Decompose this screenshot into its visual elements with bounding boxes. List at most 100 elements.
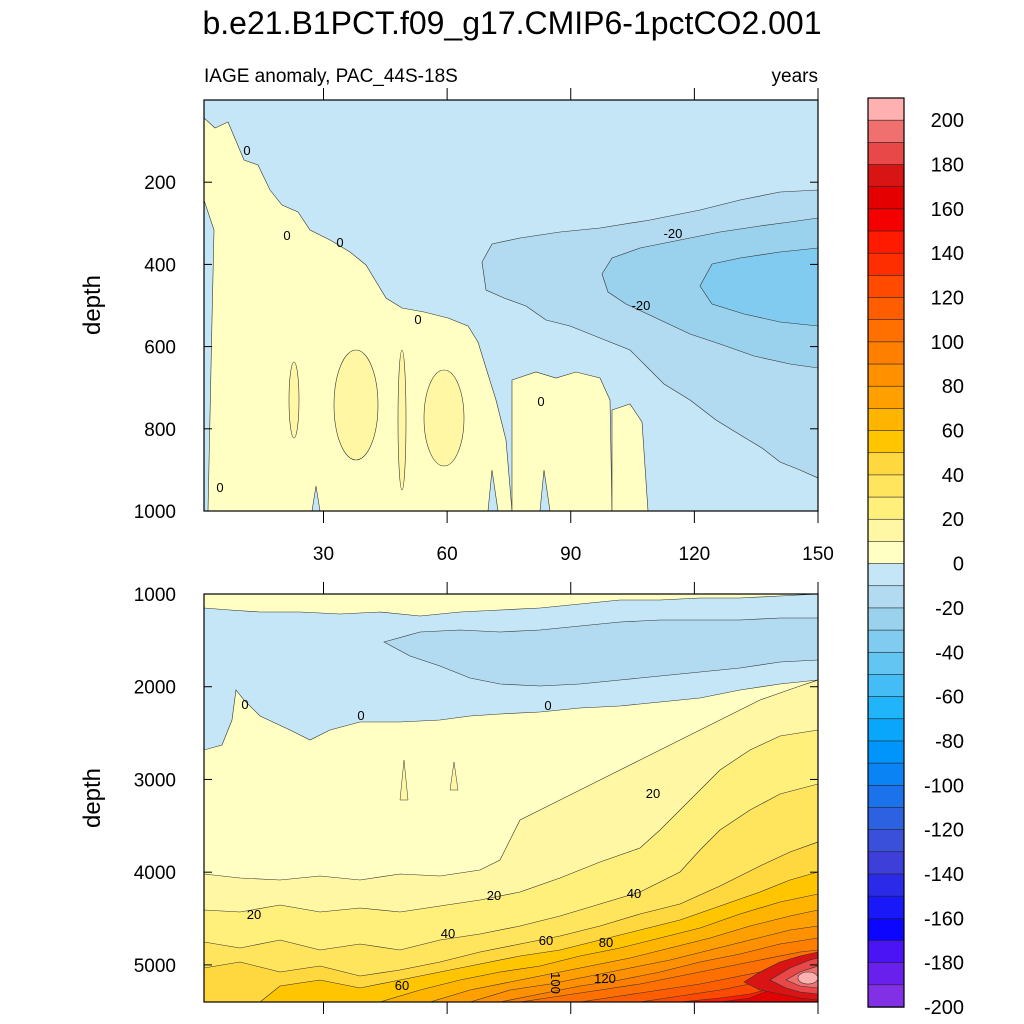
top-negative-strip: [204, 199, 215, 511]
colorbar-swatch: [867, 186, 905, 210]
colorbar-swatch: [867, 363, 905, 387]
bottom-y-axis-label: depth: [79, 768, 106, 828]
colorbar-swatch: [867, 984, 905, 1008]
colorbar-swatch: [867, 851, 905, 875]
contour-label: 0: [241, 697, 248, 712]
colorbar-label: -100: [924, 775, 964, 797]
top-positive-patch: [288, 361, 300, 439]
top-negative-spike: [311, 485, 321, 511]
top-y-tick-label: 400: [144, 255, 176, 276]
colorbar-swatch: [867, 208, 905, 232]
colorbar-swatch: [867, 142, 905, 166]
top-plot-frame: [203, 99, 819, 512]
contour-label: 20: [247, 907, 261, 922]
contour-label: 0: [283, 228, 290, 243]
colorbar-label: -200: [924, 997, 964, 1019]
colorbar-label: 180: [931, 155, 964, 177]
colorbar-swatch: [867, 474, 905, 498]
contour-label: -20: [632, 298, 651, 313]
contour-label: 20: [487, 888, 501, 903]
colorbar-swatch: [867, 430, 905, 454]
bottom-tick-marks: [204, 582, 819, 1014]
colorbar-swatch: [867, 829, 905, 853]
contour-label: 0: [537, 394, 544, 409]
colorbar-labels: 200180160140120100806040200-20-40-60-80-…: [924, 110, 964, 1019]
bottom-positive-spike: [449, 761, 459, 791]
contour-label: 0: [414, 312, 421, 327]
bottom-layer-200: [797, 971, 818, 985]
colorbar-swatch: [867, 873, 905, 897]
colorbar-swatch: [867, 585, 905, 609]
bottom-y-tick-label: 5000: [134, 956, 176, 977]
contour-label: 20: [646, 786, 660, 801]
colorbar-swatch: [867, 563, 905, 587]
top-negative-center: [699, 247, 818, 327]
colorbar-label: 120: [931, 288, 964, 310]
top-positive-patch-2: [611, 403, 649, 511]
top-negative-spike: [487, 469, 499, 511]
colorbar-swatch: [867, 541, 905, 565]
contour-label: 40: [627, 886, 641, 901]
colorbar-swatch: [867, 97, 905, 121]
top-positive-patch: [423, 369, 465, 467]
colorbar-swatch: [867, 230, 905, 254]
bottom-y-tick-label: 1000: [134, 585, 176, 606]
top-x-tick-label: 150: [802, 544, 834, 565]
colorbar-swatch: [867, 718, 905, 742]
colorbar-swatch: [867, 408, 905, 432]
colorbar-swatch: [867, 784, 905, 809]
top-negative-spike: [539, 469, 551, 511]
colorbar-label: 20: [942, 509, 964, 531]
bottom-plot-frame: [203, 593, 819, 1003]
contour-label: 40: [441, 926, 455, 941]
colorbar-label: 200: [931, 110, 964, 132]
colorbar-swatch: [867, 740, 905, 764]
bottom-positive-spike: [399, 759, 409, 801]
top-positive-patch: [397, 349, 407, 491]
top-y-tick-label: 1000: [134, 502, 176, 523]
contour-label: 0: [336, 235, 343, 250]
colorbar-swatch: [867, 918, 905, 942]
colorbar-label: -120: [924, 820, 964, 842]
contour-label: 0: [357, 708, 364, 723]
colorbar-label: -160: [924, 908, 964, 930]
top-contour-field: [204, 100, 818, 511]
top-contour-labels: 0 0 0 0 -20 -20 0 0: [216, 143, 682, 495]
colorbar-label: 60: [942, 421, 964, 443]
colorbar-label: -140: [924, 864, 964, 886]
contour-label: 60: [395, 978, 409, 993]
colorbar: [867, 97, 905, 1008]
colorbar-label: 140: [931, 243, 964, 265]
top-positive-patch: [333, 349, 379, 461]
colorbar-swatch: [867, 696, 905, 720]
colorbar-swatch: [867, 252, 905, 277]
top-x-tick-labels: 30 60 90 120 150: [313, 544, 834, 565]
panel-subtitle-left: IAGE anomaly, PAC_44S-18S: [204, 66, 458, 87]
colorbar-label: -60: [935, 687, 964, 709]
contour-label: 60: [539, 933, 553, 948]
colorbar-label: -180: [924, 953, 964, 975]
top-y-tick-label: 200: [144, 173, 176, 194]
bottom-y-tick-labels: 1000 2000 3000 4000 5000: [134, 585, 176, 977]
top-tick-marks: [204, 88, 819, 523]
colorbar-swatch: [867, 119, 905, 144]
bottom-y-tick-label: 4000: [134, 863, 176, 884]
bottom-negative-core: [383, 617, 818, 687]
colorbar-label: 0: [953, 554, 964, 576]
bottom-contour-field: [204, 594, 818, 1002]
contour-label: 0: [216, 480, 223, 495]
bottom-y-tick-label: 2000: [134, 678, 176, 699]
top-y-tick-label: 800: [144, 420, 176, 441]
colorbar-swatch: [867, 385, 905, 410]
contour-label: 80: [599, 935, 613, 950]
colorbar-swatch: [867, 452, 905, 476]
colorbar-swatch: [867, 962, 905, 986]
colorbar-swatch: [867, 629, 905, 653]
bottom-contour-labels: 0 0 0 20 20 40 20 40 60 80 60 100 120: [241, 697, 660, 994]
colorbar-swatch: [867, 518, 905, 543]
colorbar-label: 40: [942, 465, 964, 487]
contour-label: 0: [544, 698, 551, 713]
chart-title: b.e21.B1PCT.f09_g17.CMIP6-1pctCO2.001: [202, 5, 821, 41]
colorbar-label: -20: [935, 598, 964, 620]
